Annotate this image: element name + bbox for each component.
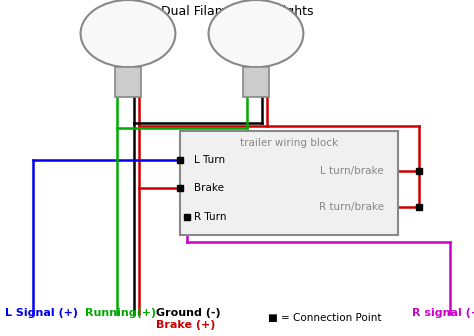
Text: Dual Filament Tail Lights: Dual Filament Tail Lights <box>161 5 313 18</box>
Circle shape <box>81 0 175 67</box>
Text: R Turn: R Turn <box>194 212 227 222</box>
Text: trailer wiring block: trailer wiring block <box>240 138 338 148</box>
Circle shape <box>209 0 303 67</box>
Text: Running(+): Running(+) <box>85 307 156 318</box>
Text: L Signal (+): L Signal (+) <box>5 307 78 318</box>
Text: Brake: Brake <box>194 183 224 193</box>
Text: Brake (+): Brake (+) <box>156 320 216 330</box>
FancyBboxPatch shape <box>180 131 398 235</box>
Text: Ground (-): Ground (-) <box>156 307 221 318</box>
Text: L Turn: L Turn <box>194 155 226 165</box>
Text: L turn/brake: L turn/brake <box>320 166 384 176</box>
Text: ■ = Connection Point: ■ = Connection Point <box>268 313 381 323</box>
Text: R signal (+): R signal (+) <box>412 307 474 318</box>
FancyBboxPatch shape <box>243 67 269 97</box>
FancyBboxPatch shape <box>115 67 141 97</box>
Text: R turn/brake: R turn/brake <box>319 202 384 212</box>
